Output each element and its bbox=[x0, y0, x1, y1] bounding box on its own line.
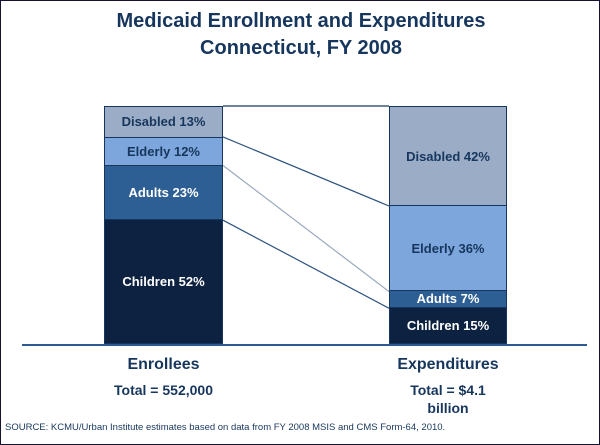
source-note: SOURCE: KCMU/Urban Institute estimates b… bbox=[5, 422, 446, 433]
chart-title-line2: Connecticut, FY 2008 bbox=[200, 37, 402, 59]
enrollees-stacked-bar: Disabled 13% Elderly 12% Adults 23% Childre… bbox=[104, 106, 223, 344]
connector-line bbox=[222, 165, 390, 293]
connector-line bbox=[222, 136, 390, 207]
chart-title-line1: Medicaid Enrollment and Expenditures bbox=[116, 10, 486, 32]
expenditures-stacked-bar: Disabled 42% Elderly 36% Adults 7% Children… bbox=[389, 106, 507, 344]
bar-segment-elderly: Elderly 12% bbox=[105, 137, 222, 166]
bar-segment-children: Children 52% bbox=[105, 220, 222, 343]
enrollees-caption: Enrollees Total = 552,000 bbox=[104, 355, 223, 399]
expenditures-total: Total = $4.1 billion bbox=[410, 382, 486, 416]
bar-segment-children: Children 15% bbox=[390, 307, 506, 343]
bar-segment-disabled: Disabled 13% bbox=[105, 107, 222, 138]
bar-segment-adults: Adults 7% bbox=[390, 291, 506, 308]
expenditures-caption: Expenditures Total = $4.1 billion bbox=[389, 355, 507, 417]
expenditures-label: Expenditures bbox=[397, 356, 499, 373]
bar-segment-disabled: Disabled 42% bbox=[390, 107, 506, 207]
enrollees-label: Enrollees bbox=[127, 356, 200, 373]
chart-title: Medicaid Enrollment and Expenditures Con… bbox=[1, 8, 599, 62]
bar-segment-adults: Adults 23% bbox=[105, 165, 222, 221]
enrollees-total: Total = 552,000 bbox=[114, 382, 213, 398]
baseline-axis bbox=[22, 344, 587, 346]
bar-segment-elderly: Elderly 36% bbox=[390, 206, 506, 292]
connector-line bbox=[222, 219, 390, 309]
